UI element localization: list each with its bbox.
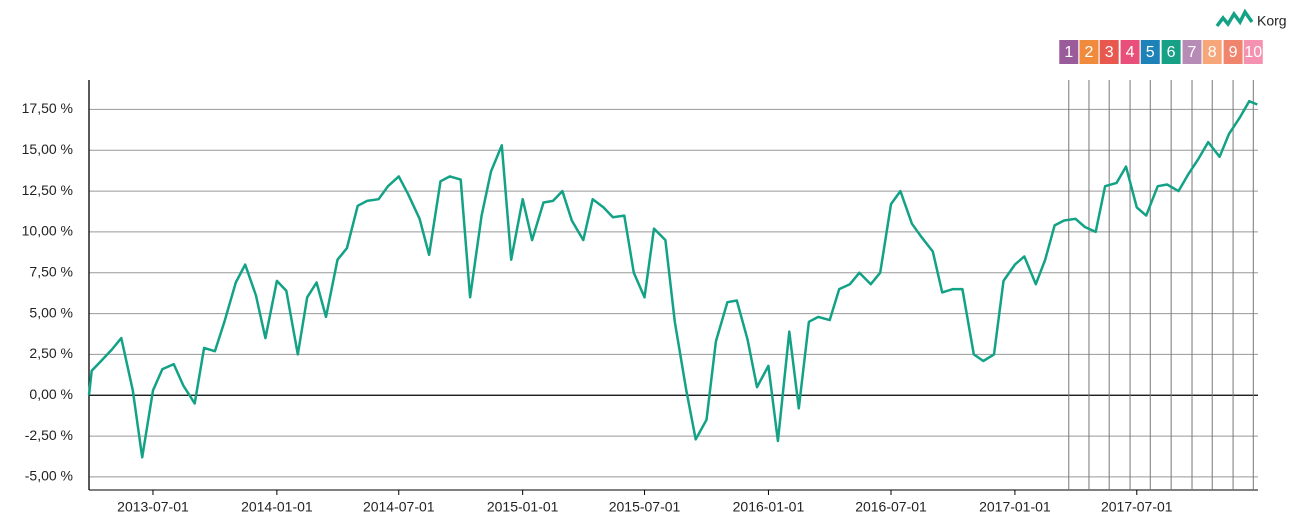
line-series [87, 99, 1258, 459]
marker-box [1182, 40, 1202, 64]
x-tick-label: 2015-01-01 [487, 499, 559, 515]
x-tick-label: 2017-01-01 [979, 499, 1051, 515]
y-tick-label: -5,00 % [25, 468, 73, 484]
marker-label: 9 [1229, 44, 1238, 61]
marker-label: 6 [1167, 44, 1176, 61]
y-tick-label: -2,50 % [25, 427, 73, 443]
y-tick-label: 2,50 % [29, 345, 73, 361]
x-tick-label: 2014-07-01 [363, 499, 435, 515]
marker-box [1099, 40, 1119, 64]
x-tick-label: 2016-07-01 [855, 499, 927, 515]
marker-label: 5 [1146, 44, 1155, 61]
legend-icon [1215, 8, 1254, 28]
marker-label: 2 [1085, 44, 1094, 61]
x-tick-label: 2015-07-01 [609, 499, 681, 515]
marker-box [1079, 40, 1099, 64]
y-tick-label: 0,00 % [29, 386, 73, 402]
y-tick-label: 5,00 % [29, 304, 73, 320]
marker-box [1059, 40, 1079, 64]
marker-label: 10 [1244, 44, 1262, 61]
marker-label: 1 [1064, 44, 1073, 61]
marker-label: 3 [1105, 44, 1114, 61]
y-tick-label: 10,00 % [22, 223, 73, 239]
x-tick-label: 2017-07-01 [1101, 499, 1173, 515]
legend-label: Korg [1257, 13, 1287, 29]
marker-box [1223, 40, 1243, 64]
marker-box [1202, 40, 1222, 64]
x-tick-label: 2014-01-01 [241, 499, 313, 515]
y-tick-label: 12,50 % [22, 182, 73, 198]
marker-box [1243, 40, 1263, 64]
marker-box [1140, 40, 1160, 64]
x-tick-label: 2016-01-01 [733, 499, 805, 515]
marker-label: 8 [1208, 44, 1217, 61]
x-tick-label: 2013-07-01 [117, 499, 189, 515]
marker-box [1161, 40, 1181, 64]
marker-label: 7 [1188, 44, 1197, 61]
y-tick-label: 15,00 % [22, 141, 73, 157]
marker-box [1120, 40, 1140, 64]
y-tick-label: 17,50 % [22, 100, 73, 116]
y-tick-label: 7,50 % [29, 263, 73, 279]
marker-label: 4 [1126, 44, 1135, 61]
